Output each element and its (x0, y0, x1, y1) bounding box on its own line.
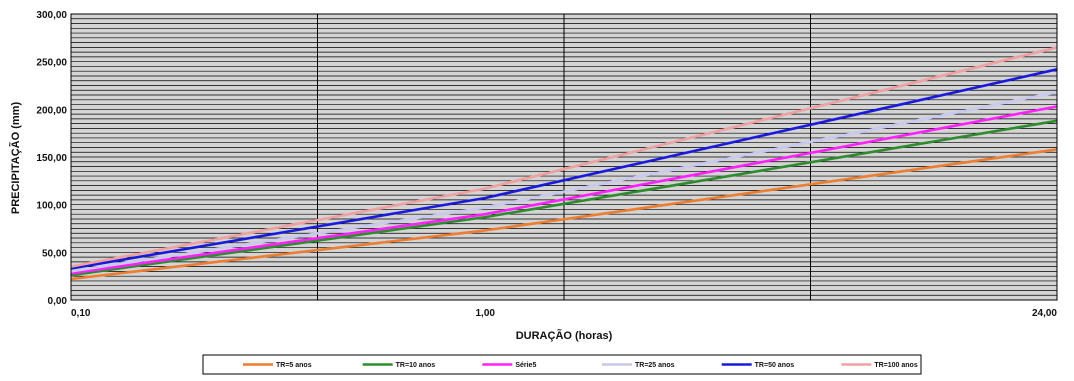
x-axis-title: DURAÇÃO (horas) (516, 329, 613, 342)
series-line (70, 46, 1058, 268)
series-line (70, 105, 1058, 275)
y-tick-label: 200,00 (36, 105, 67, 116)
x-tick-label: 1,00 (476, 308, 496, 319)
y-tick-label: 150,00 (36, 153, 67, 164)
legend-label: TR=10 anos (396, 362, 436, 369)
x-tick-label: 24,00 (1032, 308, 1057, 319)
plot-border (70, 13, 1058, 301)
y-tick-label: 300,00 (36, 10, 67, 21)
y-tick-label: 100,00 (36, 201, 67, 212)
y-axis: 0,00 50,00 100,00 150,00 200,00 250,00 300,00 (36, 10, 67, 307)
plot-area (70, 13, 1058, 301)
legend-label: Série5 (515, 362, 536, 369)
legend-box (202, 354, 922, 375)
legend-label: TR=25 anos (635, 362, 675, 369)
legend-label: TR=5 anos (276, 362, 312, 369)
series-line (70, 148, 1058, 281)
legend-label: TR=100 anos (874, 362, 917, 369)
y-tick-label: 0,00 (48, 296, 68, 307)
legend: TR=5 anos TR=10 anos Série5 TR=25 anos TR=50… (202, 354, 922, 375)
y-tick-label: 50,00 (42, 248, 67, 259)
x-axis: 0,10 1,00 24,00 (71, 308, 1057, 319)
x-tick-label: 0,10 (71, 308, 91, 319)
legend-label: TR=50 anos (755, 362, 795, 369)
y-tick-label: 250,00 (36, 58, 67, 69)
y-axis-title: PRECIPITAÇÃO (mm) (9, 102, 22, 215)
series-line (70, 68, 1058, 270)
series-line (70, 119, 1058, 277)
series-line (70, 90, 1058, 273)
